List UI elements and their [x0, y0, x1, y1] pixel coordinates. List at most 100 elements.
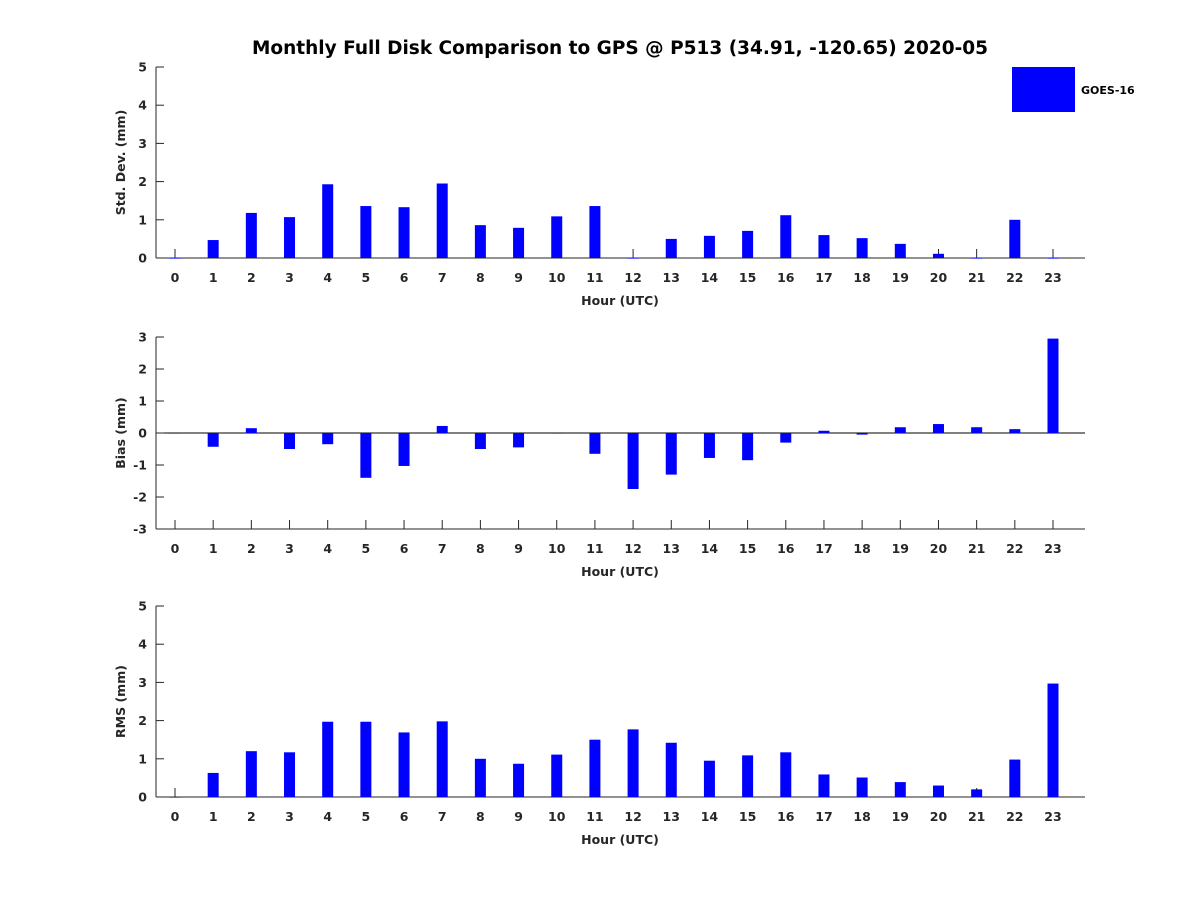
std-dev-x-tick-label: 20 [930, 270, 948, 285]
bias-x-tick-label: 8 [476, 541, 485, 556]
rms-bar [894, 782, 906, 797]
bias-x-tick-label: 14 [701, 541, 719, 556]
rms-x-tick-label: 23 [1044, 809, 1061, 824]
bias-y-tick-label: -1 [133, 458, 147, 473]
bias-x-axis-label: Hour (UTC) [581, 564, 659, 579]
bias-x-tick-label: 7 [438, 541, 447, 556]
std-dev-x-tick-label: 0 [171, 270, 180, 285]
bias-y-axis-label: Bias (mm) [113, 397, 128, 469]
rms-x-tick-label: 8 [476, 809, 485, 824]
rms-bar [589, 739, 601, 797]
rms-x-tick-label: 22 [1006, 809, 1023, 824]
rms-x-tick-label: 12 [624, 809, 641, 824]
rms-x-tick-label: 4 [323, 809, 332, 824]
bias-bar [703, 433, 715, 458]
rms-x-axis-label: Hour (UTC) [581, 832, 659, 847]
rms-y-tick-label: 5 [138, 599, 147, 614]
std-dev-x-tick-label: 16 [777, 270, 795, 285]
bias-y-tick-label: 1 [138, 394, 147, 409]
bias-bar [742, 433, 754, 461]
rms-bar [627, 729, 639, 797]
std-dev-x-tick-label: 7 [438, 270, 447, 285]
figure-title: Monthly Full Disk Comparison to GPS @ P5… [252, 38, 988, 59]
rms-y-tick-label: 2 [138, 713, 147, 728]
std-dev-bar [1047, 258, 1059, 259]
std-dev-x-tick-label: 1 [209, 270, 218, 285]
bias-x-tick-label: 6 [400, 541, 409, 556]
bias-x-tick-label: 20 [930, 541, 948, 556]
std-dev-bar [665, 238, 677, 258]
rms-bar [703, 760, 715, 797]
std-dev-bar [703, 235, 715, 258]
bias-x-tick-label: 21 [968, 541, 985, 556]
bias-bar [856, 433, 868, 435]
rms-bar [856, 777, 868, 797]
std-dev-x-tick-label: 6 [400, 270, 409, 285]
rms-x-tick-label: 18 [853, 809, 870, 824]
bias-bar [513, 433, 525, 448]
std-dev-bar [1009, 219, 1021, 258]
std-dev-bar [284, 217, 296, 258]
bias-x-tick-label: 22 [1006, 541, 1023, 556]
std-dev-x-tick-label: 8 [476, 270, 485, 285]
rms-x-tick-label: 3 [285, 809, 294, 824]
bias-y-tick-label: 0 [138, 426, 147, 441]
bias-x-tick-label: 17 [815, 541, 832, 556]
std-dev-x-tick-label: 17 [815, 270, 832, 285]
bias-bar [207, 433, 219, 447]
bias-y-tick-label: 3 [138, 330, 147, 345]
std-dev-bar [513, 227, 525, 258]
bias-x-tick-label: 2 [247, 541, 256, 556]
bias-x-tick-label: 16 [777, 541, 795, 556]
bias-bar [169, 433, 181, 434]
std-dev-x-tick-label: 5 [362, 270, 371, 285]
rms-bar [474, 758, 486, 797]
rms-x-tick-label: 13 [663, 809, 680, 824]
std-dev-bar [627, 258, 639, 259]
std-dev-x-tick-label: 13 [663, 270, 680, 285]
std-dev-bar [474, 225, 486, 258]
rms-bar [1047, 683, 1059, 797]
std-dev-y-axis-label: Std. Dev. (mm) [113, 110, 128, 216]
std-dev-y-tick-label: 5 [138, 60, 147, 75]
bias-bar [474, 433, 486, 449]
bias-x-tick-label: 15 [739, 541, 756, 556]
std-dev-y-tick-label: 0 [138, 251, 147, 266]
rms-bar [971, 789, 983, 797]
bias-bar [551, 433, 563, 434]
std-dev-bar [780, 215, 792, 258]
std-dev-bar [245, 212, 257, 258]
std-dev-x-tick-label: 10 [548, 270, 566, 285]
bias-x-tick-label: 1 [209, 541, 218, 556]
std-dev-x-tick-label: 12 [624, 270, 641, 285]
bias-y-tick-label: -3 [133, 522, 147, 537]
bias-x-tick-label: 10 [548, 541, 566, 556]
bias-bar [436, 425, 448, 433]
rms-y-tick-label: 0 [138, 790, 147, 805]
bias-x-tick-label: 13 [663, 541, 680, 556]
rms-bar [780, 752, 792, 797]
rms-bar [398, 732, 410, 797]
rms-x-tick-label: 7 [438, 809, 447, 824]
rms-bar [322, 721, 334, 797]
std-dev-bar [971, 258, 983, 259]
rms-y-axis-label: RMS (mm) [113, 665, 128, 738]
std-dev-bar [894, 243, 906, 258]
rms-x-tick-label: 15 [739, 809, 756, 824]
rms-x-tick-label: 0 [171, 809, 180, 824]
rms-x-tick-label: 6 [400, 809, 409, 824]
bias-x-tick-label: 12 [624, 541, 641, 556]
bias-bar [360, 433, 372, 478]
std-dev-bar [360, 206, 372, 258]
bias-bar [627, 433, 639, 489]
std-dev-x-tick-label: 11 [586, 270, 603, 285]
rms-bar [169, 797, 181, 798]
rms-x-tick-label: 9 [514, 809, 523, 824]
bias-bar [665, 433, 677, 475]
bias-x-tick-label: 9 [514, 541, 523, 556]
rms-x-tick-label: 1 [209, 809, 218, 824]
rms-x-tick-label: 5 [362, 809, 371, 824]
rms-x-tick-label: 2 [247, 809, 256, 824]
